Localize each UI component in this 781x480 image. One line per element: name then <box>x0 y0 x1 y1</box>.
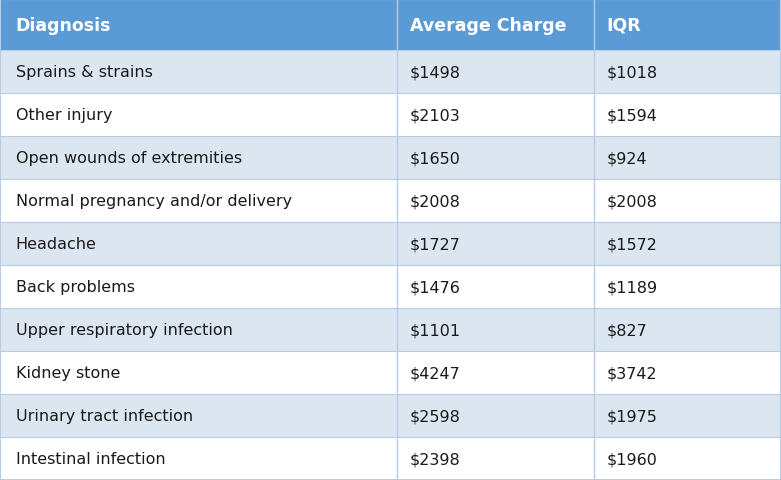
Text: Intestinal infection: Intestinal infection <box>16 451 166 466</box>
Bar <box>0 180 781 223</box>
Text: Other injury: Other injury <box>16 108 112 123</box>
Bar <box>0 223 781 265</box>
Bar <box>0 309 781 351</box>
Text: Back problems: Back problems <box>16 280 134 295</box>
Bar <box>0 351 781 394</box>
Text: Kidney stone: Kidney stone <box>16 365 120 380</box>
Bar <box>0 137 781 180</box>
Text: $1018: $1018 <box>607 65 658 80</box>
Text: IQR: IQR <box>607 17 641 35</box>
Text: $1975: $1975 <box>607 408 658 423</box>
Text: $1727: $1727 <box>410 237 461 252</box>
Text: $3742: $3742 <box>607 365 658 380</box>
Text: Diagnosis: Diagnosis <box>16 17 111 35</box>
Bar <box>0 0 781 51</box>
Text: $1650: $1650 <box>410 151 461 166</box>
Text: $2103: $2103 <box>410 108 461 123</box>
Text: Headache: Headache <box>16 237 97 252</box>
Bar <box>0 394 781 437</box>
Text: Open wounds of extremities: Open wounds of extremities <box>16 151 242 166</box>
Text: Normal pregnancy and/or delivery: Normal pregnancy and/or delivery <box>16 194 292 209</box>
Text: $2598: $2598 <box>410 408 461 423</box>
Text: $1476: $1476 <box>410 280 461 295</box>
Text: $4247: $4247 <box>410 365 461 380</box>
Bar <box>0 437 781 480</box>
Text: $2008: $2008 <box>410 194 461 209</box>
Text: $2008: $2008 <box>607 194 658 209</box>
Text: $1101: $1101 <box>410 323 461 337</box>
Text: $2398: $2398 <box>410 451 461 466</box>
Bar <box>0 266 781 309</box>
Text: Upper respiratory infection: Upper respiratory infection <box>16 323 233 337</box>
Text: Average Charge: Average Charge <box>410 17 566 35</box>
Text: $924: $924 <box>607 151 647 166</box>
Text: $1498: $1498 <box>410 65 461 80</box>
Text: Sprains & strains: Sprains & strains <box>16 65 152 80</box>
Bar <box>0 94 781 137</box>
Text: $827: $827 <box>607 323 647 337</box>
Bar <box>0 51 781 94</box>
Text: $1189: $1189 <box>607 280 658 295</box>
Text: $1960: $1960 <box>607 451 658 466</box>
Text: Urinary tract infection: Urinary tract infection <box>16 408 193 423</box>
Text: $1594: $1594 <box>607 108 658 123</box>
Text: $1572: $1572 <box>607 237 658 252</box>
